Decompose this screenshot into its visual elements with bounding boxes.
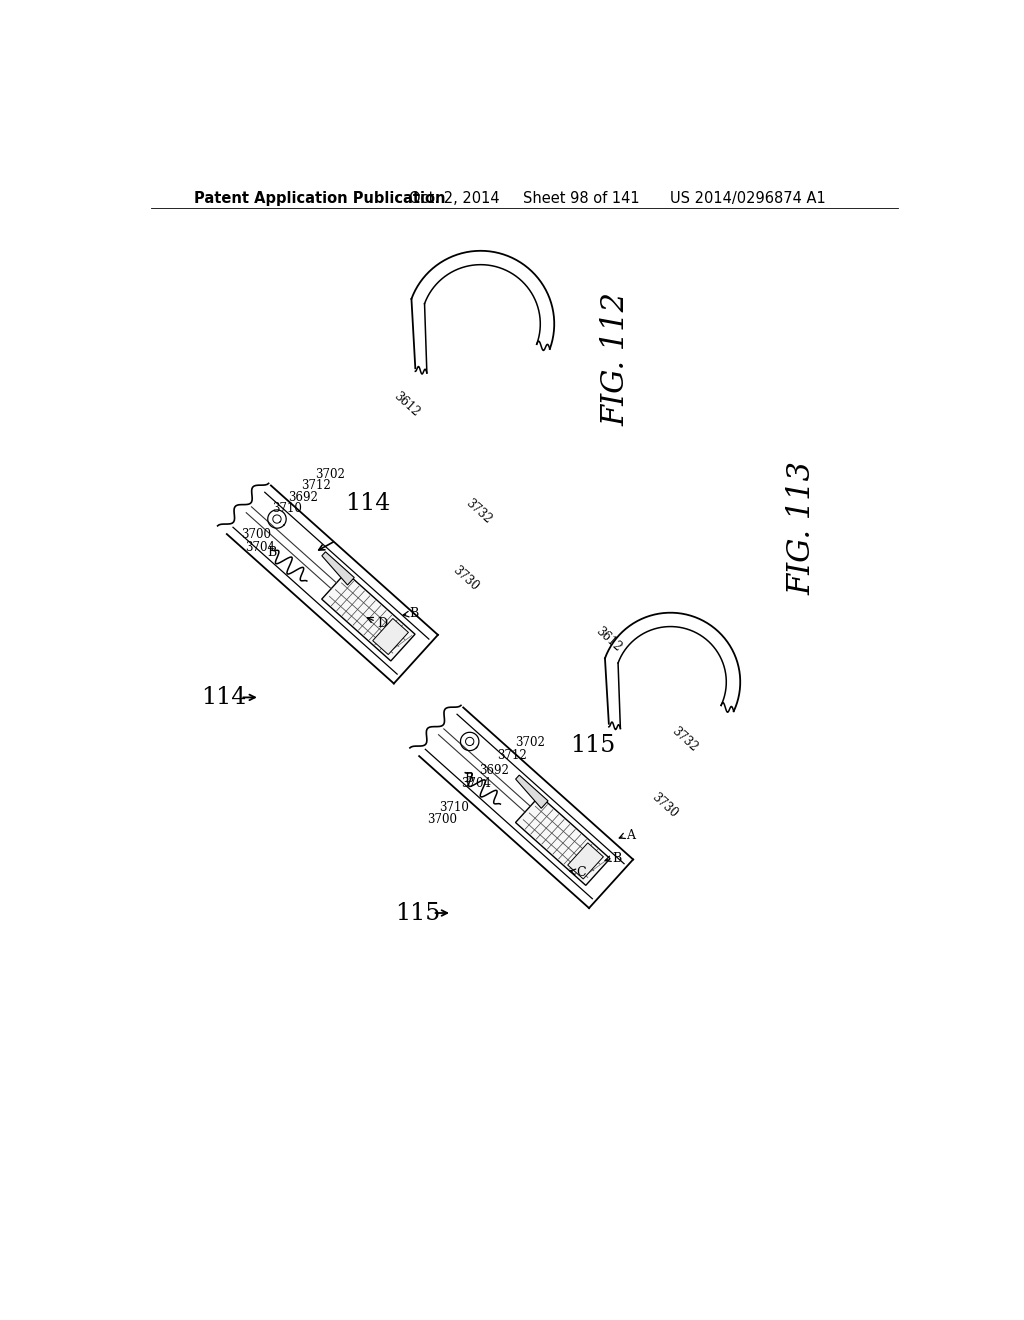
Polygon shape <box>515 796 610 886</box>
Text: 3732: 3732 <box>463 496 494 525</box>
Text: D: D <box>378 618 387 630</box>
Text: 3730: 3730 <box>450 564 480 593</box>
Text: B: B <box>612 851 622 865</box>
Text: Oct. 2, 2014: Oct. 2, 2014 <box>410 191 500 206</box>
Text: 3710: 3710 <box>439 801 469 814</box>
Polygon shape <box>567 843 603 879</box>
Text: 3730: 3730 <box>649 791 680 820</box>
Text: 3704: 3704 <box>461 777 490 791</box>
Text: C: C <box>577 866 586 879</box>
Text: 3702: 3702 <box>315 467 345 480</box>
Text: 3712: 3712 <box>301 479 331 492</box>
Text: FIG. 113: FIG. 113 <box>786 461 818 595</box>
Text: 3702: 3702 <box>515 735 545 748</box>
Text: 114: 114 <box>345 492 391 515</box>
Text: 3612: 3612 <box>391 389 423 420</box>
Text: US 2014/0296874 A1: US 2014/0296874 A1 <box>671 191 826 206</box>
Polygon shape <box>322 573 415 661</box>
Text: B: B <box>267 545 276 558</box>
Text: Patent Application Publication: Patent Application Publication <box>194 191 445 206</box>
Text: 3732: 3732 <box>669 725 699 755</box>
Text: B: B <box>464 772 473 784</box>
Text: B: B <box>410 607 419 620</box>
Text: 3692: 3692 <box>288 491 317 504</box>
Text: A: A <box>627 829 635 842</box>
Text: 3712: 3712 <box>498 748 527 762</box>
Text: 114: 114 <box>202 686 247 709</box>
Text: 3704: 3704 <box>246 541 275 554</box>
Text: 3710: 3710 <box>272 502 302 515</box>
Polygon shape <box>516 775 548 808</box>
Text: 3612: 3612 <box>593 624 624 655</box>
Text: 3700: 3700 <box>427 813 458 825</box>
Text: 3692: 3692 <box>479 764 509 777</box>
Text: 115: 115 <box>395 902 440 924</box>
Text: Sheet 98 of 141: Sheet 98 of 141 <box>523 191 640 206</box>
Polygon shape <box>373 619 409 655</box>
Polygon shape <box>322 552 354 585</box>
Text: 115: 115 <box>570 734 615 756</box>
Text: 3700: 3700 <box>242 528 271 541</box>
Text: FIG. 112: FIG. 112 <box>601 292 632 425</box>
